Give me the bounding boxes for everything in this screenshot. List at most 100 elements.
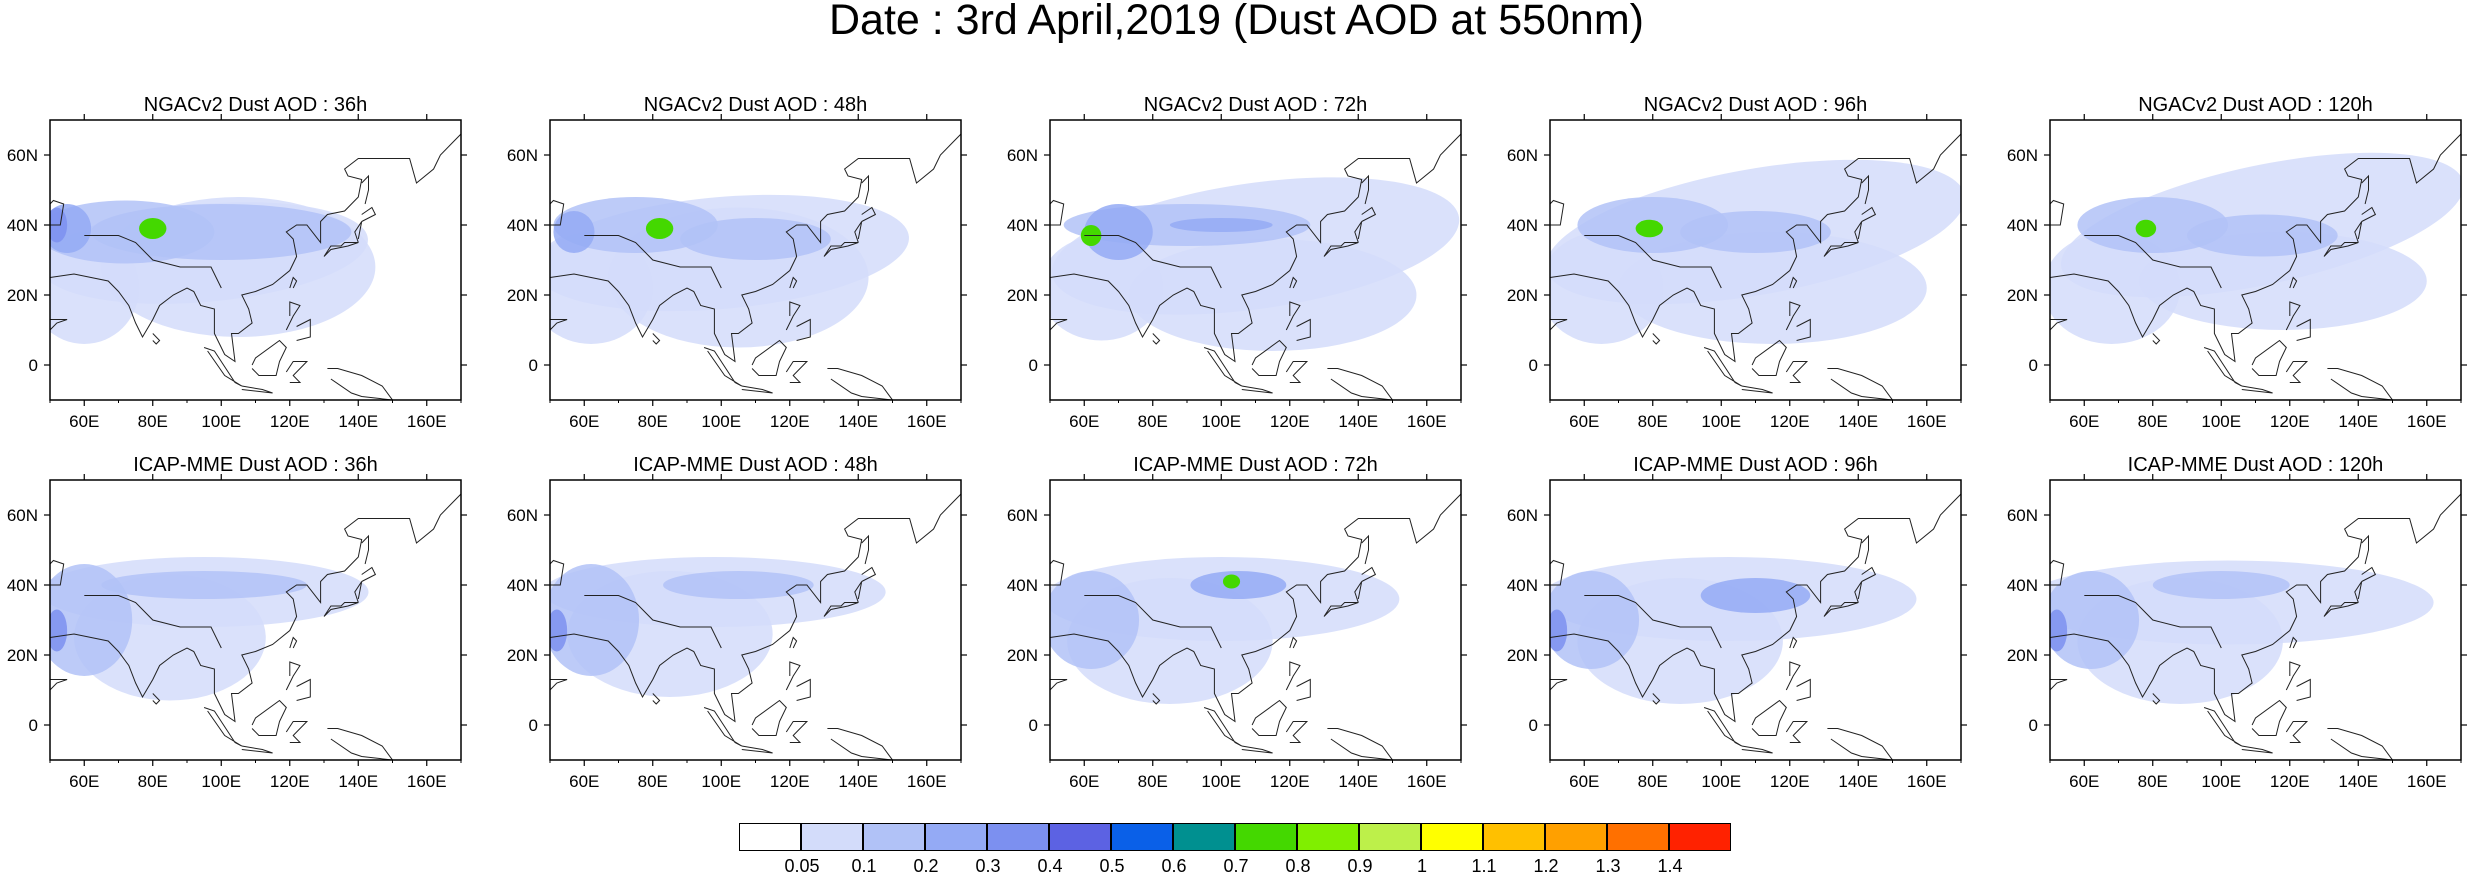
colorbar-swatch	[1049, 823, 1111, 851]
colorbar-label: 0.6	[1161, 856, 1187, 876]
coastline	[751, 339, 787, 376]
x-tick-label: 140E	[838, 772, 878, 791]
coastline	[741, 745, 773, 754]
x-tick-label: 140E	[338, 412, 378, 431]
x-tick-label: 160E	[907, 772, 947, 791]
y-tick-label: 60N	[1507, 146, 1538, 165]
y-tick-label: 0	[29, 716, 38, 735]
x-tick-label: 140E	[1338, 412, 1378, 431]
x-tick-label: 140E	[1338, 772, 1378, 791]
coastline	[1785, 721, 1809, 743]
coastline	[2203, 707, 2243, 747]
coastline	[1823, 602, 1859, 617]
y-tick-label: 40N	[2007, 576, 2038, 595]
y-tick-label: 0	[2029, 356, 2038, 375]
coastline	[354, 581, 363, 603]
panel-title: NGACv2 Dust AOD : 120h	[2138, 94, 2373, 116]
colorbar-label: 0.4	[1037, 856, 1063, 876]
coastline	[1050, 559, 1065, 610]
coastline	[1050, 133, 1461, 363]
coastline	[2285, 361, 2309, 383]
coastline	[1285, 361, 1309, 383]
dust-plume	[663, 571, 814, 599]
x-tick-label: 100E	[1201, 772, 1241, 791]
coastline	[84, 595, 222, 649]
coastline	[1354, 581, 1363, 603]
coastline	[1823, 242, 1859, 257]
coastline	[2354, 221, 2363, 243]
x-tick-label: 100E	[1701, 772, 1741, 791]
x-tick-label: 80E	[2138, 772, 2168, 791]
x-tick-label: 80E	[638, 412, 668, 431]
dust-plume	[2135, 219, 2157, 238]
dust-aod-map: 60E 80E 100E 120E 140E 160E 60N 40N 20N 0	[2007, 114, 2467, 431]
coastline	[1251, 699, 1287, 736]
coastline	[2050, 559, 2065, 610]
coastline	[1861, 566, 1877, 582]
x-tick-label: 120E	[1270, 772, 1310, 791]
coastline	[2152, 693, 2161, 705]
coastline	[823, 242, 859, 257]
coastline	[1361, 206, 1377, 222]
colorbar-label: 0.05	[784, 856, 820, 876]
x-tick-label: 160E	[1907, 772, 1947, 791]
x-tick-label: 60E	[1069, 412, 1099, 431]
coastline	[203, 707, 243, 747]
coastline	[2361, 566, 2377, 582]
colorbar-label: 1	[1416, 856, 1427, 876]
colorbar-swatch	[1607, 823, 1669, 851]
coastline	[1584, 595, 1722, 649]
coastline	[741, 385, 773, 394]
coastline	[323, 602, 359, 617]
colorbar-label: 1.2	[1533, 856, 1559, 876]
dust-aod-map: 60E 80E 100E 120E 140E 160E 60N 40N 20N 0	[1007, 474, 1467, 791]
dust-plume	[1128, 239, 1417, 351]
x-tick-label: 140E	[838, 412, 878, 431]
coastline	[1584, 235, 1722, 289]
y-tick-label: 0	[1029, 356, 1038, 375]
y-tick-label: 40N	[2007, 216, 2038, 235]
coastline	[2251, 699, 2287, 736]
coastline	[550, 133, 961, 363]
y-tick-label: 60N	[7, 506, 38, 525]
dust-plume	[1050, 235, 1164, 341]
coastline	[2241, 385, 2273, 394]
coastline	[861, 206, 877, 222]
colorbar-swatch	[1235, 823, 1297, 851]
coastline	[1285, 661, 1301, 691]
coastline	[1251, 339, 1287, 376]
coastline	[361, 534, 369, 565]
dust-plume	[680, 218, 831, 260]
colorbar-swatch	[1483, 823, 1545, 851]
coastline	[327, 728, 394, 760]
coastline	[203, 347, 243, 387]
dust-plume	[550, 232, 653, 344]
coastline	[1861, 206, 1877, 222]
dust-plume	[550, 564, 640, 676]
coastline	[1550, 133, 1961, 363]
panel-title: ICAP-MME Dust AOD : 72h	[1133, 454, 1378, 476]
coastline	[2289, 636, 2298, 649]
y-tick-label: 0	[529, 356, 538, 375]
coastline	[827, 368, 894, 400]
coastline	[2323, 242, 2359, 257]
y-tick-label: 40N	[7, 576, 38, 595]
coastline	[1241, 745, 1273, 754]
coastline	[251, 699, 287, 736]
dust-plume	[553, 197, 718, 253]
coastline	[823, 602, 859, 617]
panel-title: ICAP-MME Dust AOD : 48h	[633, 454, 878, 476]
coastline	[789, 276, 798, 289]
dust-aod-map: 60E 80E 100E 120E 140E 160E 60N 40N 20N 0	[2007, 474, 2467, 791]
coastline	[1785, 361, 1809, 383]
coastline	[1323, 602, 1359, 617]
coastline	[152, 333, 161, 345]
coastline	[152, 693, 161, 705]
x-tick-label: 140E	[1838, 412, 1878, 431]
y-tick-label: 20N	[7, 286, 38, 305]
coastline	[584, 235, 722, 289]
coastline	[1854, 221, 1863, 243]
coastline	[796, 678, 811, 701]
coastline	[652, 333, 661, 345]
dust-plume	[553, 211, 595, 253]
